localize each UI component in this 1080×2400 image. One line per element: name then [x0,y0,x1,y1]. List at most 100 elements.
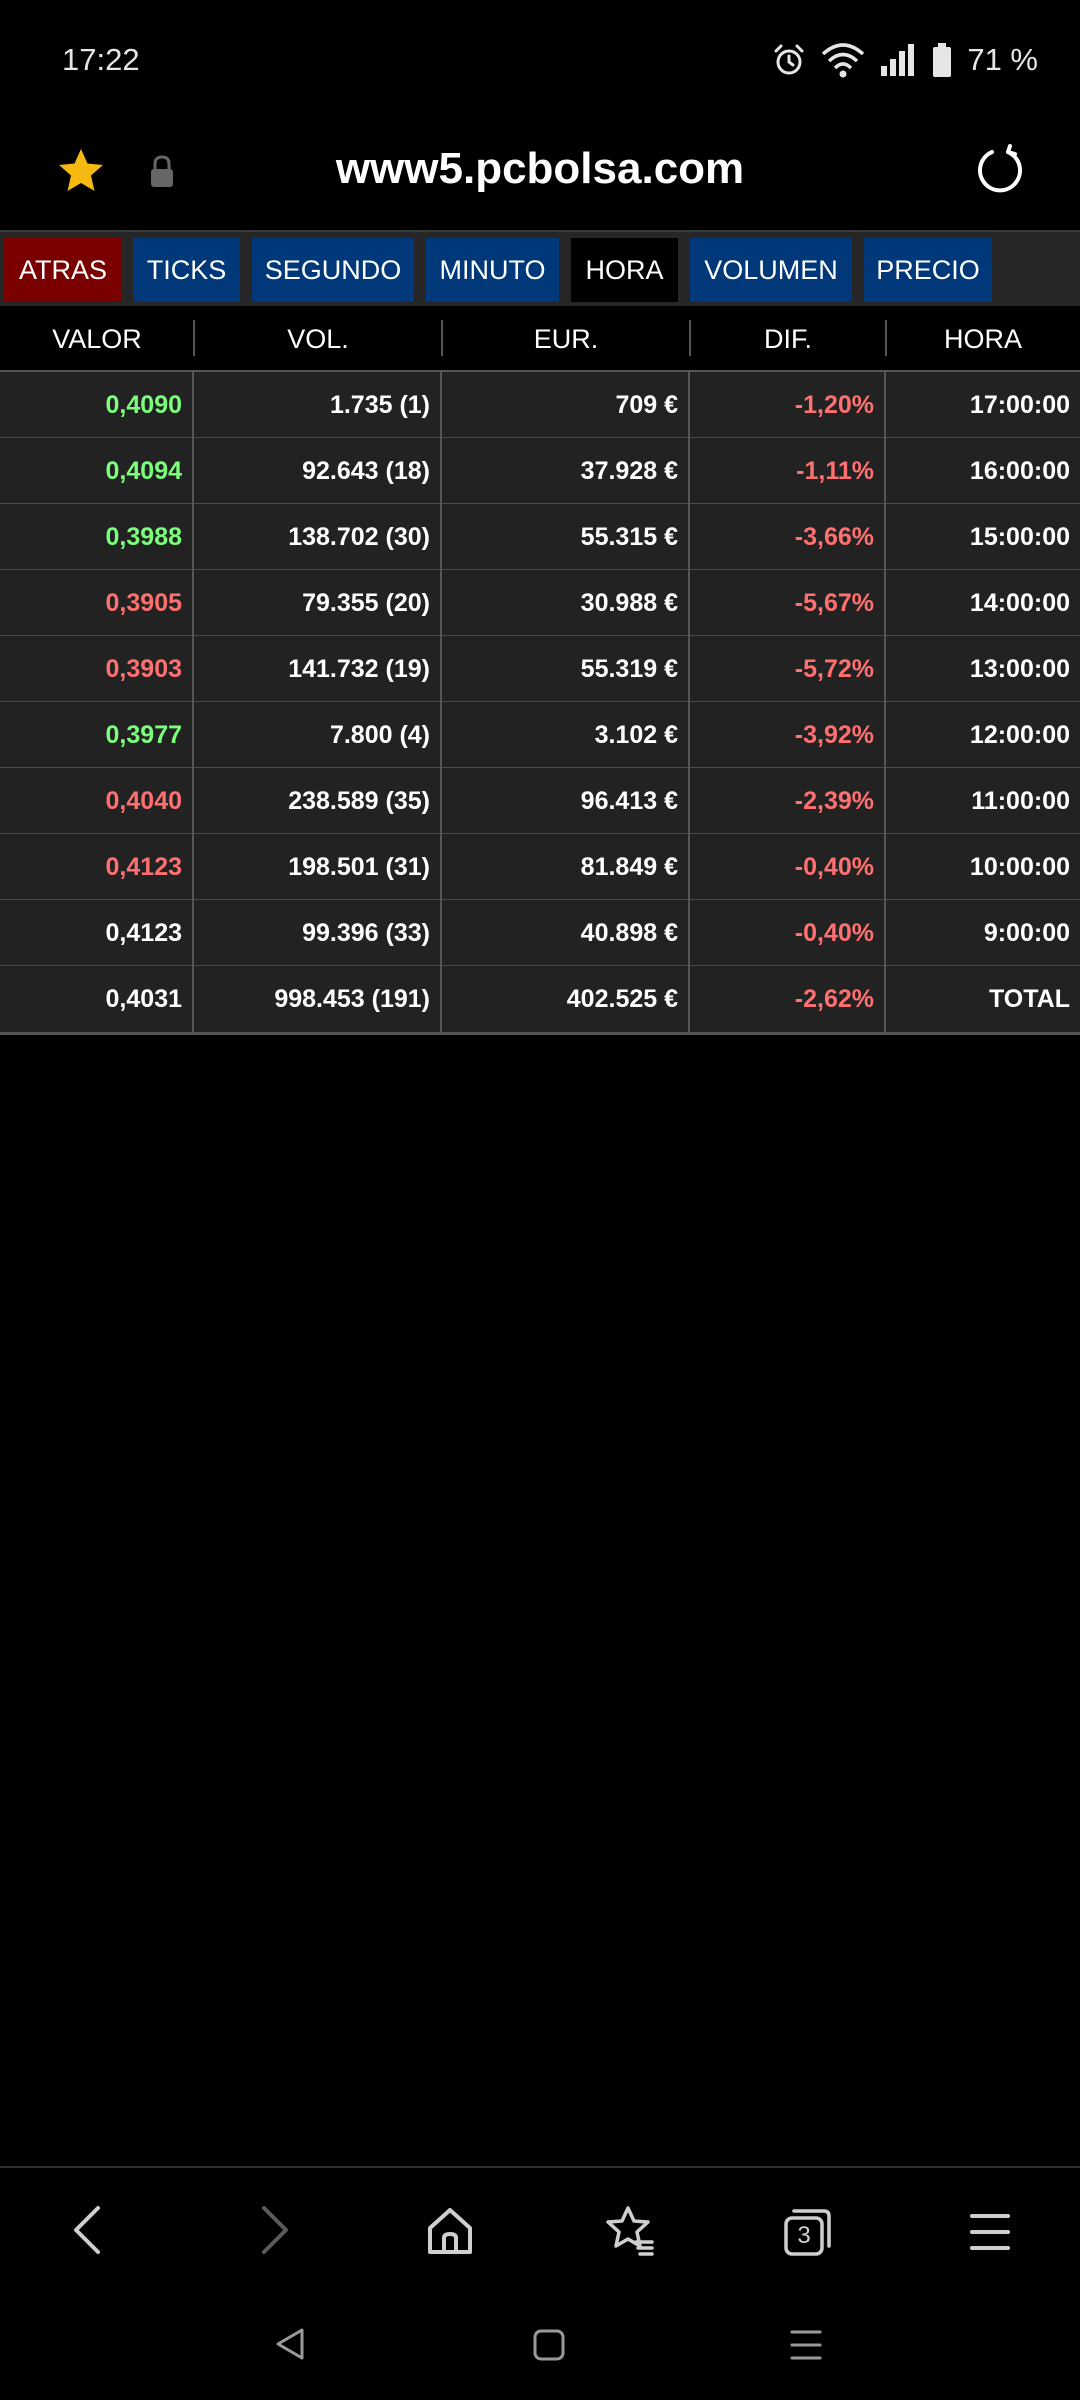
cell-valor: 0,3977 [0,702,194,768]
tab-hora[interactable]: HORA [571,238,678,302]
cell-vol: 238.589 (35) [194,768,442,834]
cell-valor: 0,3905 [0,570,194,636]
cell-vol: 1.735 (1) [194,372,442,438]
column-header-dif[interactable]: DIF. [763,324,812,354]
table-row: 0,4123 99.396 (33) 40.898 € -0,40% 9:00:00 [0,900,1080,966]
system-back-icon[interactable] [272,2326,308,2362]
column-divider [193,320,195,356]
tab-volumen[interactable]: VOLUMEN [690,238,852,302]
tab-minuto[interactable]: MINUTO [426,238,559,302]
address-bar: www5.pcbolsa.com [0,120,1080,230]
status-bar: 17:22 71 % [0,0,1080,120]
system-recents-icon[interactable] [788,2328,824,2362]
system-nav-bar [0,2292,1080,2400]
tab-segundo[interactable]: SEGUNDO [252,238,414,302]
tab-atras[interactable]: ATRAS [4,238,122,302]
cell-eur: 81.849 € [442,834,690,900]
tab-row: ATRAS TICKS SEGUNDO MINUTO HORA VOLUMEN … [0,230,1080,306]
star-icon[interactable] [56,146,106,196]
cell-eur: 3.102 € [442,702,690,768]
browser-nav-bar: 3 [0,2166,1080,2292]
cell-hora: 17:00:00 [969,391,1070,419]
cell-valor: 0,4090 [0,372,194,438]
cell-hora: 16:00:00 [969,457,1070,485]
url-display[interactable]: www5.pcbolsa.com [335,144,745,193]
table-row: 0,3903 141.732 (19) 55.319 € -5,72% 13:00:00 [0,636,1080,702]
column-divider [885,320,887,356]
cell-dif: -5,67% [690,570,886,636]
tab-ticks[interactable]: TICKS [133,238,240,302]
cell-eur: 709 € [442,372,690,438]
table-row: 0,4123 198.501 (31) 81.849 € -0,40% 10:00:00 [0,834,1080,900]
table-header: VALOR VOL. EUR. DIF. HORA [0,308,1080,370]
cell-eur: 37.928 € [442,438,690,504]
cell-valor: 0,4040 [0,768,194,834]
lock-icon[interactable] [148,154,176,190]
column-divider [441,320,443,356]
column-header-hora[interactable]: HORA [943,324,1022,354]
cell-eur: 402.525 € [442,966,690,1032]
reload-icon[interactable] [974,144,1026,196]
back-icon[interactable] [68,2202,108,2258]
status-icons: 71 % [771,42,1038,78]
cell-dif: -0,40% [690,900,886,966]
cell-eur: 96.413 € [442,768,690,834]
forward-icon[interactable] [254,2202,294,2258]
cell-valor: 0,3903 [0,636,194,702]
column-header-valor[interactable]: VALOR [52,324,142,354]
cell-dif: -5,72% [690,636,886,702]
cell-dif: -1,20% [690,372,886,438]
column-header-eur[interactable]: EUR. [533,324,599,354]
cell-dif: -3,66% [690,504,886,570]
tabs-icon[interactable]: 3 [782,2206,834,2258]
cell-eur: 55.319 € [442,636,690,702]
table-row: 0,4094 92.643 (18) 37.928 € -1,11% 16:00:00 [0,438,1080,504]
column-header-vol[interactable]: VOL. [287,324,349,354]
cell-dif: -3,92% [690,702,886,768]
cell-dif: -0,40% [690,834,886,900]
cell-dif: -2,62% [690,966,886,1032]
cell-dif: -2,39% [690,768,886,834]
table-row: 0,4040 238.589 (35) 96.413 € -2,39% 11:00:00 [0,768,1080,834]
cell-eur: 55.315 € [442,504,690,570]
cell-vol: 198.501 (31) [194,834,442,900]
cell-hora: 15:00:00 [969,523,1070,551]
battery-percent: 71 % [967,42,1038,77]
menu-icon[interactable] [968,2210,1012,2254]
data-table: 0,4090 1.735 (1) 709 € -1,20% 17:00:00 0,4094… [0,370,1080,1035]
cell-valor: 0,4031 [0,966,194,1032]
cell-valor: 0,3988 [0,504,194,570]
cell-hora: 13:00:00 [969,655,1070,683]
cell-hora: TOTAL [988,985,1070,1013]
bookmarks-icon[interactable] [604,2204,656,2256]
cell-hora: 12:00:00 [969,721,1070,749]
column-divider [689,320,691,356]
cell-vol: 998.453 (191) [194,966,442,1032]
table-row: 0,3988 138.702 (30) 55.315 € -3,66% 15:00:00 [0,504,1080,570]
cell-eur: 40.898 € [442,900,690,966]
table-row: 0,4090 1.735 (1) 709 € -1,20% 17:00:00 [0,372,1080,438]
cell-hora: 10:00:00 [969,853,1070,881]
home-icon[interactable] [426,2206,474,2256]
cell-valor: 0,4123 [0,834,194,900]
cell-vol: 138.702 (30) [194,504,442,570]
alarm-icon [774,44,804,75]
system-home-icon[interactable] [532,2328,566,2362]
cell-dif: -1,11% [690,438,886,504]
table-row: 0,3905 79.355 (20) 30.988 € -5,67% 14:00:00 [0,570,1080,636]
cell-vol: 141.732 (19) [194,636,442,702]
cell-valor: 0,4094 [0,438,194,504]
tab-count: 3 [797,2222,811,2249]
battery-icon [933,43,952,77]
cell-vol: 99.396 (33) [194,900,442,966]
cell-hora: 11:00:00 [971,787,1070,815]
status-time: 17:22 [62,42,140,77]
tab-precio[interactable]: PRECIO [864,238,992,302]
table-row-total: 0,4031 998.453 (191) 402.525 € -2,62% TOTAL [0,966,1080,1032]
cell-valor: 0,4123 [0,900,194,966]
cell-eur: 30.988 € [442,570,690,636]
wifi-icon [822,43,865,78]
cell-hora: 14:00:00 [969,589,1070,617]
cell-vol: 7.800 (4) [194,702,442,768]
cell-hora: 9:00:00 [983,919,1070,947]
